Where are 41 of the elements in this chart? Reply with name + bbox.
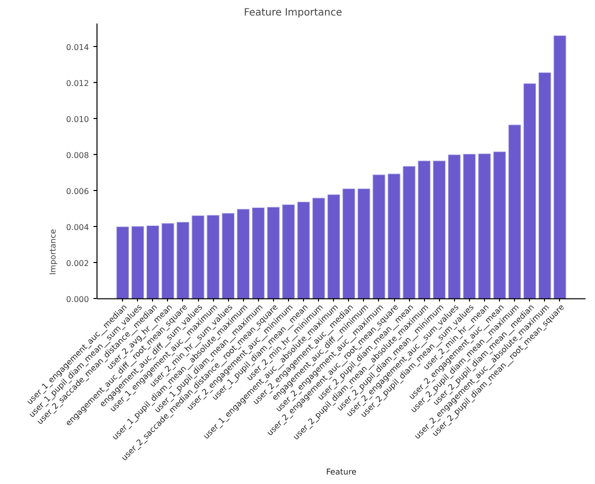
bar [402,166,416,300]
y-tick-label: 0.010 [66,114,89,124]
bar [538,72,552,300]
y-tick-label: 0.014 [66,42,89,52]
bar [312,198,325,300]
y-tick-label: 0.004 [66,222,89,232]
bar [358,188,370,300]
bar [176,222,190,300]
bar [388,174,400,300]
bar [282,204,295,300]
y-tick-label: 0.000 [66,294,89,304]
chart-title: Feature Importance [244,8,342,18]
bar [267,206,280,300]
bar [192,215,204,300]
bar [554,35,566,300]
y-tick-label: 0.012 [66,78,89,88]
y-tick-label: 0.002 [66,258,89,268]
bar [508,124,521,300]
bar [342,188,356,300]
bar [478,153,491,300]
bar [523,83,536,300]
bar [206,215,220,300]
bar [493,151,506,300]
bar [222,213,234,300]
bar [448,154,461,300]
bar [146,225,160,300]
bar [418,160,431,300]
bar [463,154,476,300]
bar [162,223,174,300]
bar [236,208,250,300]
y-tick-label: 0.006 [66,186,89,196]
y-axis-title: Importance [48,229,58,275]
bar [372,174,386,300]
bar [252,207,265,300]
bar [297,202,310,300]
bar [432,160,446,300]
bar [116,226,129,300]
y-tick-label: 0.008 [66,150,89,160]
bar [131,226,144,300]
bar [327,194,340,300]
x-axis-title: Feature [326,468,356,476]
